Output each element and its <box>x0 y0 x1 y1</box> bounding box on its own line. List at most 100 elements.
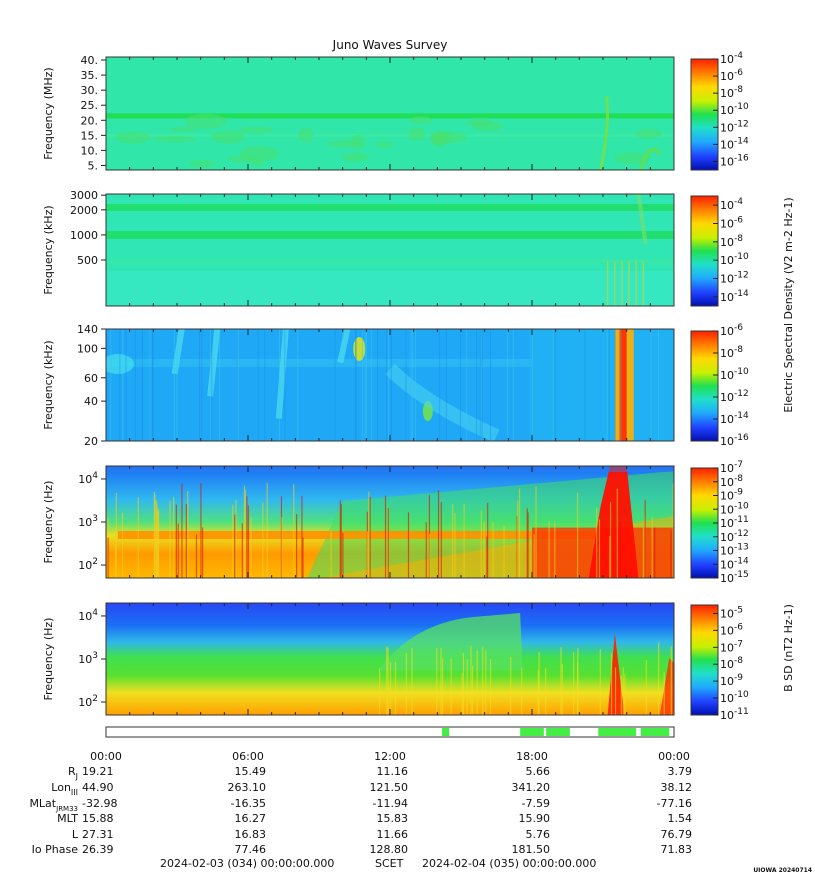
colorbar-tick-label: 10-9 <box>720 488 743 503</box>
ephemeris-value: 15.83 <box>377 812 409 825</box>
colorbar-tick-label: 10-8 <box>720 345 743 360</box>
mode-bar-segment <box>520 728 544 736</box>
y-tick-label: 5. <box>88 159 99 172</box>
y-tick-label: 2000 <box>70 204 98 217</box>
band-2000khz <box>106 204 674 211</box>
spectrogram-panel-2 <box>101 193 675 307</box>
x-tick-label: 06:00 <box>232 750 264 763</box>
ephemeris-value: 11.16 <box>377 765 409 778</box>
band-75khz <box>106 359 532 367</box>
band-1000khz <box>106 231 674 239</box>
spectrogram-image <box>106 57 674 170</box>
ephemeris-value: 19.21 <box>82 765 114 778</box>
ephemeris-value: 1.54 <box>668 812 693 825</box>
colorbar-1 <box>690 58 719 171</box>
ephemeris-value: 76.79 <box>661 828 693 841</box>
colorbar-tick-label: 10-12 <box>720 389 749 404</box>
x-tick-label: 12:00 <box>374 750 406 763</box>
y-tick-label: 104 <box>78 608 98 623</box>
ephemeris-value: 263.10 <box>228 781 267 794</box>
y-tick-label: 102 <box>78 557 98 572</box>
y-axis-label: Frequency (Hz) <box>42 618 55 701</box>
ephemeris-value: 77.46 <box>235 843 267 856</box>
spectrogram-panel-3 <box>101 328 675 442</box>
emission-arc <box>599 96 609 170</box>
colorbar-tick-label: 10-4 <box>720 197 743 212</box>
y-tick-label: 10. <box>81 144 99 157</box>
emission-streak <box>207 329 221 397</box>
ephemeris-row-label: LonIII <box>51 781 78 797</box>
colorbar-tick-label: 10-11 <box>720 707 749 722</box>
colorbar-tick-label: 10-6 <box>720 68 743 83</box>
colorbar-scale <box>690 58 719 171</box>
colorbar-tick-label: 10-14 <box>720 411 749 426</box>
colorbar-tick-label: 10-7 <box>720 460 743 475</box>
ephemeris-row-label: RJ <box>68 765 78 781</box>
ephemeris-value: 16.27 <box>235 812 267 825</box>
colorbar-tick-label: 10-8 <box>720 656 743 671</box>
colorbar-tick-label: 10-10 <box>720 501 749 516</box>
ephemeris-value: 15.90 <box>519 812 551 825</box>
time-end-label: 2024-02-04 (035) 00:00:00.000 <box>422 857 596 870</box>
colorbar-tick-label: 10-14 <box>720 289 749 304</box>
colorbar-scale <box>690 195 719 307</box>
y-axis-label: Frequency (kHz) <box>42 340 55 429</box>
panel-frame <box>105 193 675 307</box>
emission-patch <box>408 127 426 141</box>
emission-patch <box>409 116 433 125</box>
ephemeris-value: 71.83 <box>661 843 693 856</box>
colorbar-tick-label: 10-6 <box>720 216 743 231</box>
colorbar-tick-label: 10-12 <box>720 529 749 544</box>
time-start-label: 2024-02-03 (034) 00:00:00.000 <box>160 857 334 870</box>
emission-patch <box>170 126 197 132</box>
colorbar-scale <box>690 330 719 442</box>
colorbar-tick-label: 10-15 <box>720 570 749 585</box>
mode-bar-segment <box>442 728 450 736</box>
ephemeris-row-label: MLatJRM33 <box>29 797 78 813</box>
post-18h-region <box>529 329 674 441</box>
emission-streak <box>171 329 185 375</box>
colorbar-5 <box>690 604 719 716</box>
emission-patch <box>239 145 280 162</box>
ephemeris-value: 15.88 <box>82 812 114 825</box>
emission-patch <box>635 128 662 139</box>
time-axis-label: SCET <box>375 857 404 870</box>
y-tick-label: 30. <box>81 84 99 97</box>
colorbar-tick-label: 10-16 <box>720 153 749 168</box>
colorbar-tick-label: 10-14 <box>720 136 749 151</box>
y-tick-label: 60 <box>84 372 98 385</box>
emission-patch <box>185 113 228 130</box>
colorbar-3 <box>690 330 719 442</box>
ephemeris-value: 121.50 <box>370 781 409 794</box>
ephemeris-value: 15.49 <box>235 765 267 778</box>
colorbar-tick-label: 10-5 <box>720 605 743 620</box>
panel-frame <box>105 465 675 579</box>
ephemeris-value: 5.66 <box>526 765 551 778</box>
spectrogram-image <box>106 603 674 715</box>
colorbar-tick-label: 10-10 <box>720 102 749 117</box>
emission-patch <box>189 160 216 168</box>
emission-patch <box>211 130 246 144</box>
mode-bar-segment <box>640 728 670 736</box>
ephemeris-value: 27.31 <box>82 828 114 841</box>
colorbar-tick-label: 10-9 <box>720 673 743 688</box>
spectrogram-panel-1 <box>101 56 675 171</box>
ephemeris-row-label: L <box>72 828 79 841</box>
emission-patch <box>353 337 366 361</box>
y-tick-label: 25. <box>81 99 99 112</box>
emission-patch <box>431 131 447 148</box>
ephemeris-value: 341.20 <box>512 781 551 794</box>
colorbar-tick-label: 10-13 <box>720 543 749 558</box>
colorbar-tick-label: 10-10 <box>720 690 749 705</box>
colorbar-tick-label: 10-11 <box>720 515 749 530</box>
spectrogram-image <box>106 329 674 441</box>
spectrogram-image <box>106 194 674 306</box>
colorbar-tick-label: 10-8 <box>720 474 743 489</box>
ephemeris-value: -16.35 <box>231 797 266 810</box>
panel-frame <box>105 328 675 442</box>
ephemeris-value: 44.90 <box>82 781 114 794</box>
spectrogram-image <box>106 466 674 578</box>
burst-region <box>588 466 639 578</box>
colorbar-tick-label: 10-14 <box>720 556 749 571</box>
